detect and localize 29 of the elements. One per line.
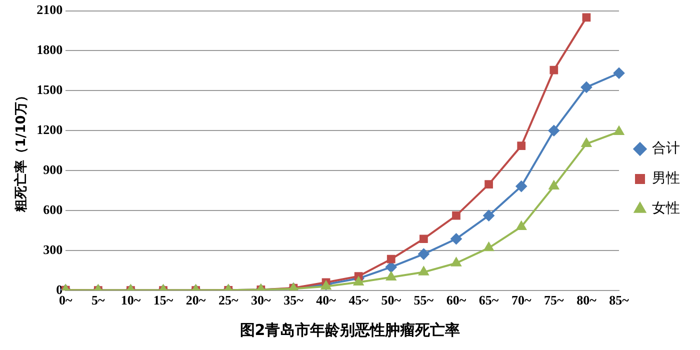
x-tick-label: 40~ [316, 292, 336, 308]
legend-label: 男性 [652, 170, 680, 187]
x-tick-label: 65~ [478, 292, 499, 308]
y-tick-label: 600 [43, 202, 63, 217]
x-tick-label: 15~ [153, 292, 174, 308]
y-tick-label: 900 [43, 162, 63, 177]
y-tick-label: 1500 [36, 82, 63, 98]
legend-label: 女性 [652, 200, 680, 217]
x-tick-label: 60~ [446, 292, 466, 308]
legend-label: 合计 [652, 140, 680, 157]
x-tick-label: 25~ [218, 292, 238, 308]
x-tick-label: 75~ [544, 292, 564, 308]
y-tick-label: 300 [43, 242, 63, 257]
x-tick-label: 70~ [511, 292, 532, 308]
x-tick-label: 30~ [251, 292, 272, 308]
x-tick-label: 85~ [609, 292, 630, 308]
x-tick-label: 35~ [284, 292, 304, 308]
x-tick-label: 55~ [414, 292, 434, 308]
x-tick-label: 5~ [92, 292, 106, 308]
x-tick-label: 80~ [576, 292, 597, 308]
x-tick-label: 20~ [186, 292, 206, 308]
y-tick-label: 1200 [36, 122, 63, 137]
y-tick-label: 2100 [36, 2, 63, 18]
x-tick-label: 45~ [348, 292, 369, 308]
y-tick-label: 1800 [36, 42, 63, 58]
x-tick-label: 10~ [120, 292, 141, 308]
y-axis-title: 粗死亡率（1/10万） [13, 89, 30, 214]
text: 图2青岛市年龄别恶性肿瘤死亡率 [240, 320, 460, 339]
x-tick-label: 50~ [381, 292, 402, 308]
